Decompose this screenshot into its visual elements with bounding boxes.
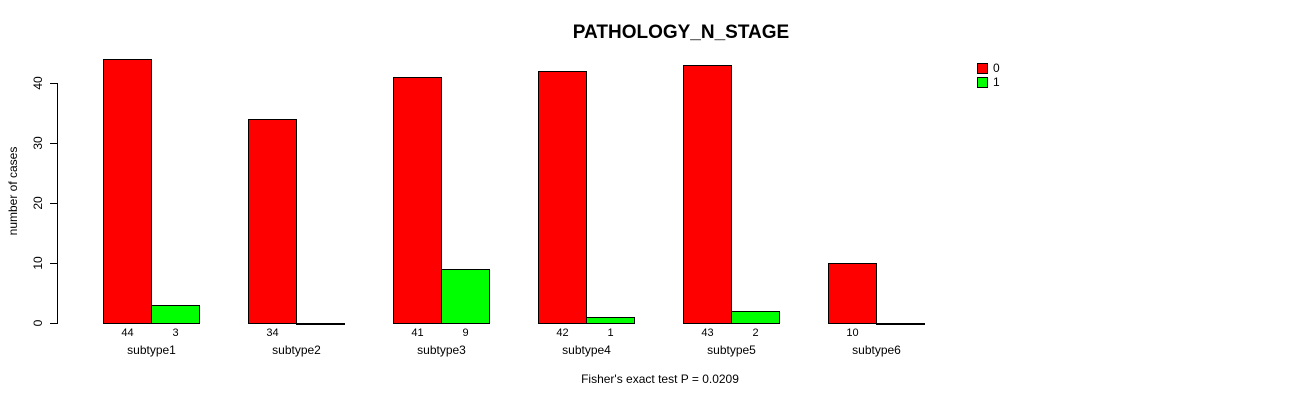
bar-value-label: 1 (607, 327, 614, 339)
y-axis-tick (50, 323, 57, 324)
category-label: subtype3 (417, 343, 466, 357)
bar-1-subtype2 (296, 323, 345, 325)
y-axis-line (57, 83, 58, 324)
y-axis-tick-label: 40 (31, 76, 45, 90)
category-label: subtype6 (852, 343, 901, 357)
bar-value-label: 42 (556, 327, 569, 339)
bar-value-label: 44 (121, 327, 134, 339)
fisher-test-annotation: Fisher's exact test P = 0.0209 (581, 372, 739, 386)
bar-0-subtype6 (828, 263, 877, 324)
bar-value-label: 2 (752, 327, 759, 339)
bar-0-subtype3 (393, 77, 442, 324)
bar-1-subtype3 (441, 269, 490, 324)
chart-title: PATHOLOGY_N_STAGE (572, 22, 790, 43)
bar-value-label: 9 (462, 327, 469, 339)
bar-value-label: 10 (846, 327, 859, 339)
legend-item-label: 0 (993, 61, 1000, 75)
legend-swatch-icon (977, 62, 988, 74)
y-axis-tick (50, 263, 57, 264)
category-label: subtype2 (272, 343, 321, 357)
y-axis-tick (50, 83, 57, 84)
bar-value-label: 3 (172, 327, 179, 339)
legend-item-0: 0 (977, 62, 1000, 74)
bar-value-label: 43 (701, 327, 714, 339)
category-label: subtype4 (562, 343, 611, 357)
bar-1-subtype1 (151, 305, 200, 324)
y-axis-tick-label: 0 (31, 319, 45, 327)
y-axis-tick-label: 20 (31, 196, 45, 210)
legend-item-label: 1 (993, 75, 1000, 89)
bar-1-subtype6 (876, 323, 925, 325)
bar-0-subtype1 (103, 59, 152, 324)
bar-value-label: 41 (411, 327, 424, 339)
legend-swatch-icon (977, 76, 988, 88)
y-axis-tick (50, 143, 57, 144)
category-label: subtype1 (127, 343, 176, 357)
y-axis-tick (50, 203, 57, 204)
y-axis-tick-label: 30 (31, 136, 45, 150)
bar-1-subtype4 (586, 317, 635, 324)
bar-value-label: 34 (266, 327, 279, 339)
bar-0-subtype2 (248, 119, 297, 324)
bar-1-subtype5 (731, 311, 780, 324)
bar-0-subtype5 (683, 65, 732, 324)
category-label: subtype5 (707, 343, 756, 357)
y-axis-tick-label: 10 (31, 256, 45, 270)
legend-item-1: 1 (977, 76, 1000, 88)
bar-0-subtype4 (538, 71, 587, 324)
